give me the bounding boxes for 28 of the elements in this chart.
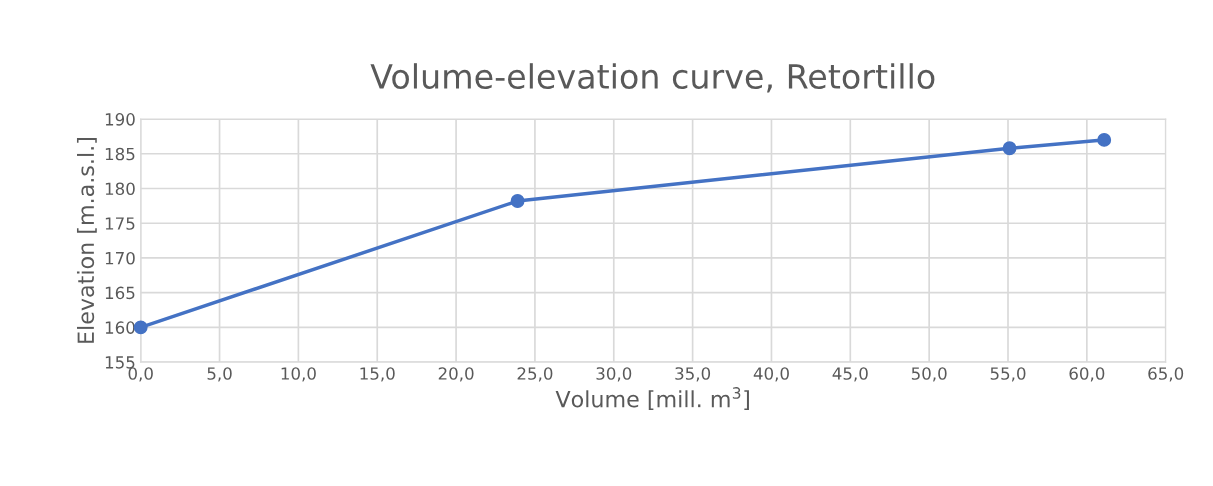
y-tick-label: 155	[105, 356, 135, 369]
y-tick-label: 165	[105, 286, 135, 300]
x-tick-label: 0,0	[128, 367, 153, 382]
x-tick-label: 55,0	[990, 367, 1026, 382]
x-tick-label: 50,0	[911, 367, 947, 382]
x-tick-label: 40,0	[753, 367, 789, 382]
y-axis-title: Elevation [m.a.s.l.]	[76, 138, 97, 343]
y-tick-label: 190	[105, 113, 135, 126]
y-tick-label: 180	[105, 182, 135, 196]
point	[1097, 132, 1112, 147]
x-tick-label: 45,0	[832, 367, 868, 382]
y-tick-label: 185	[105, 147, 135, 161]
x-tick-label: 30,0	[596, 367, 632, 382]
x-tick-label: 25,0	[517, 367, 553, 382]
point	[510, 194, 525, 208]
x-tick-label: 60,0	[1069, 367, 1105, 382]
x-tick-label: 10,0	[281, 367, 316, 382]
x-tick-label: 5,0	[207, 367, 232, 382]
x-axis-title: Volume [mill. m$^{3}$]	[555, 387, 749, 411]
y-tick-label: 175	[105, 217, 135, 230]
x-tick-label: 35,0	[675, 367, 711, 382]
y-tick-label: 160	[105, 321, 135, 334]
x-tick-label: 15,0	[360, 367, 395, 382]
point	[1002, 141, 1017, 156]
y-tick-label: 170	[105, 251, 135, 265]
x-tick-label: 20,0	[438, 367, 474, 382]
chart-title: Volume-elevation curve, Retortillo	[370, 63, 935, 93]
x-tick-label: 65,0	[1148, 367, 1184, 382]
